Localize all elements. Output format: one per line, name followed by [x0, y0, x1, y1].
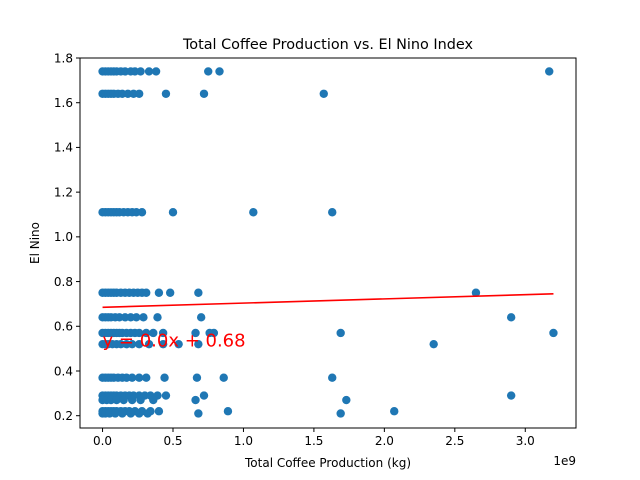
data-point [144, 67, 154, 76]
y-tick-label: 1.8 [54, 51, 73, 65]
data-point [151, 67, 161, 76]
data-point [153, 313, 162, 322]
y-tick-label: 1.6 [54, 96, 73, 110]
data-point [127, 373, 137, 382]
data-point [134, 339, 144, 349]
data-point [134, 328, 144, 338]
data-point [319, 89, 328, 98]
data-point [506, 313, 516, 322]
x-tick-label: 2.0 [375, 434, 394, 448]
x-tick-label: 0.0 [93, 434, 112, 448]
regression-equation-annotation: y = 0.0x + 0.68 [103, 330, 246, 351]
x-tick-label: 1.5 [304, 434, 323, 448]
y-tick-label: 1.0 [54, 230, 73, 244]
data-point [174, 339, 183, 349]
y-axis-ticks: 0.2 0.4 0.6 0.8 1.0 1.2 1.4 1.6 1.8 [54, 51, 80, 423]
x-axis-label: Total Coffee Production (kg) [244, 456, 411, 470]
data-point [191, 395, 200, 405]
x-tick-label: 3.0 [516, 434, 535, 448]
data-point [134, 89, 144, 98]
data-point [143, 409, 152, 418]
data-point [118, 409, 127, 418]
x-tick-label: 1.0 [234, 434, 253, 448]
data-point [215, 67, 224, 76]
x-axis-ticks: 0.0 0.5 1.0 1.5 2.0 2.5 3.0 [93, 428, 535, 448]
data-point [154, 407, 164, 416]
data-point [328, 373, 337, 382]
data-point [199, 89, 209, 98]
data-point [204, 67, 213, 76]
data-point [149, 395, 158, 405]
data-point [119, 395, 128, 405]
y-tick-label: 0.2 [54, 409, 73, 423]
y-axis-label: El Nino [28, 222, 42, 264]
data-point [194, 339, 203, 349]
y-tick-label: 1.2 [54, 185, 73, 199]
data-point [168, 208, 178, 217]
data-point [161, 89, 171, 98]
data-point [142, 328, 151, 338]
data-point [429, 339, 438, 349]
data-point [127, 395, 137, 405]
chart-title: Total Coffee Production vs. El Nino Inde… [182, 37, 474, 53]
data-point [223, 407, 233, 416]
points-layer [98, 67, 558, 418]
x-tick-label: 0.5 [163, 434, 182, 448]
data-point [132, 313, 141, 322]
data-point [111, 409, 120, 418]
x-axis-offset-label: 1e9 [553, 454, 576, 468]
data-point [390, 407, 399, 416]
y-tick-label: 1.4 [54, 141, 73, 155]
data-point [249, 208, 258, 217]
data-point [158, 328, 168, 338]
data-point [134, 373, 144, 382]
data-point [192, 373, 202, 382]
data-point [196, 313, 206, 322]
data-point [194, 288, 203, 297]
data-point [160, 373, 169, 382]
data-point [142, 288, 151, 297]
data-point [549, 328, 558, 338]
trendline-layer [102, 293, 554, 309]
data-point [194, 409, 203, 418]
data-point [139, 313, 148, 322]
data-point [136, 67, 145, 76]
data-point [328, 208, 337, 217]
y-tick-label: 0.6 [54, 320, 73, 334]
data-point [134, 409, 144, 418]
plot-area-frame [79, 57, 577, 429]
data-point [191, 328, 200, 338]
data-point [149, 328, 158, 338]
data-point [112, 395, 121, 405]
data-point [126, 409, 135, 418]
data-point [158, 339, 168, 349]
data-point [165, 288, 175, 297]
data-point [336, 328, 345, 338]
data-point [545, 67, 554, 76]
data-point [137, 208, 147, 217]
data-point [342, 395, 351, 405]
data-point [127, 339, 137, 349]
data-point [136, 395, 145, 405]
data-point [144, 339, 154, 349]
data-point [209, 328, 219, 338]
data-point [219, 373, 228, 382]
data-point [199, 391, 209, 400]
trendline [102, 293, 554, 309]
y-tick-label: 0.4 [54, 364, 73, 378]
data-point [154, 288, 164, 297]
data-point [142, 373, 151, 382]
data-point [471, 288, 481, 297]
x-tick-label: 2.5 [445, 434, 464, 448]
data-point [161, 391, 171, 400]
y-tick-label: 0.8 [54, 275, 73, 289]
data-point [506, 391, 516, 400]
data-point [336, 409, 345, 418]
